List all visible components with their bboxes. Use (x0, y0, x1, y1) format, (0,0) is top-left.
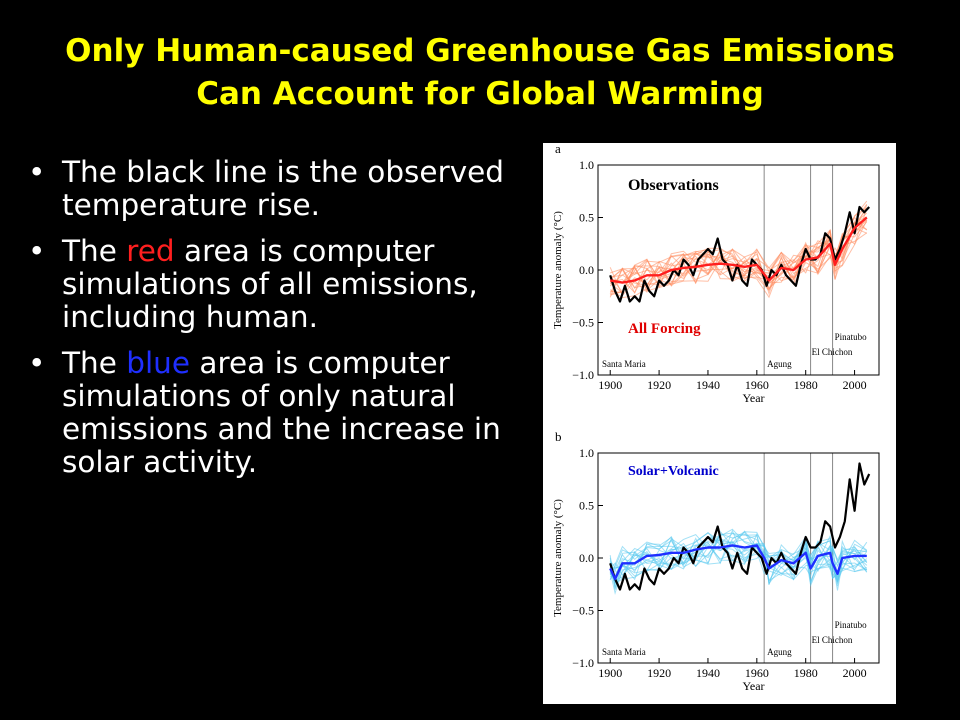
x-tick-label: 1900 (598, 378, 622, 392)
slide-title-line2: Can Account for Global Warming (196, 76, 764, 112)
ensemble-line (609, 216, 868, 287)
y-tick-label: 0.5 (579, 499, 594, 513)
bullet-dot-icon: • (28, 346, 46, 380)
x-tick-label: 1980 (794, 666, 818, 680)
observed-line (609, 205, 871, 303)
x-tick-label: 1920 (647, 378, 671, 392)
ensemble-line (609, 529, 867, 589)
bullet-highlight-blue: blue (126, 346, 191, 380)
chart-title: Observations (628, 177, 719, 194)
bullet-dot-icon: • (28, 234, 46, 268)
y-tick-label: −0.5 (572, 604, 594, 618)
x-tick-label: 1940 (696, 378, 720, 392)
x-axis-label: Year (742, 679, 764, 693)
panel-a: a 1900 1920 1940 1960 1980 2000 1.0 0.5 0.0 −0.5 −1… (552, 143, 880, 405)
x-axis-label: Year (742, 391, 764, 405)
x-tick-label: 1960 (745, 378, 769, 392)
chart-annotation: Solar+Volcanic (628, 464, 719, 479)
eruption-label: Santa Maria (602, 647, 646, 657)
bullet-item-red: • The red area is computer simulations o… (28, 235, 508, 334)
y-tick-label: −0.5 (572, 316, 594, 330)
model-mean-line (609, 544, 867, 581)
x-tick-label: 1960 (745, 666, 769, 680)
bullet-text: The black line is the observed temperatu… (62, 155, 505, 222)
y-axis-label: Temperature anomaly (°C) (552, 211, 564, 329)
ensemble-line (610, 532, 867, 588)
figure-svg: a 1900 1920 1940 1960 1980 2000 1.0 0.5 0.0 −0.5 −1… (552, 143, 880, 693)
eruption-label: El Chichon (812, 635, 853, 645)
eruption-label: Pinatubo (835, 620, 868, 630)
x-tick-label: 2000 (843, 666, 867, 680)
bullet-dot-icon: • (28, 155, 46, 189)
y-tick-label: 0.5 (579, 211, 594, 225)
figure-panel: a 1900 1920 1940 1960 1980 2000 1.0 0.5 0.0 −0.5 −1… (543, 143, 896, 704)
eruption-label: Pinatubo (835, 332, 868, 342)
x-tick-label: 1920 (647, 666, 671, 680)
panel-letter: a (555, 143, 561, 156)
panel-b: b 1900 1920 1940 1960 1980 2000 1.0 0.5 0.0 −0.5 −1… (552, 429, 880, 693)
x-tick-label: 2000 (843, 378, 867, 392)
slide-title: Only Human-caused Greenhouse Gas Emissio… (0, 30, 960, 116)
x-tick-label: 1980 (794, 378, 818, 392)
y-tick-label: 1.0 (579, 446, 594, 460)
bullet-text-end: area is computer simulations of only nat… (62, 346, 501, 479)
ensemble-line (609, 219, 867, 299)
eruption-label: El Chichon (812, 347, 853, 357)
ensemble-line (609, 209, 868, 295)
y-tick-label: −1.0 (572, 368, 594, 382)
bullet-highlight-red: red (126, 234, 175, 268)
bullet-item-observed: • The black line is the observed tempera… (28, 156, 508, 222)
chart-annotation: All Forcing (628, 321, 701, 337)
ensemble-line (610, 219, 868, 292)
eruption-label: Agung (767, 359, 792, 369)
panel-letter: b (555, 429, 562, 444)
model-mean-line (609, 216, 868, 284)
eruption-label: Santa Maria (602, 359, 646, 369)
y-tick-label: 1.0 (579, 158, 594, 172)
y-axis-label: Temperature anomaly (°C) (552, 499, 564, 617)
bullet-item-blue: • The blue area is computer simulations … (28, 347, 508, 479)
eruption-label: Agung (767, 647, 792, 657)
observed-line (609, 462, 871, 591)
x-tick-label: 1900 (598, 666, 622, 680)
x-tick-label: 1940 (696, 666, 720, 680)
bullet-text-start: The (62, 234, 127, 268)
y-tick-label: 0.0 (579, 263, 594, 277)
ensemble-line (610, 208, 868, 287)
y-tick-label: −1.0 (572, 656, 594, 670)
y-tick-label: 0.0 (579, 551, 594, 565)
slide-title-line1: Only Human-caused Greenhouse Gas Emissio… (65, 33, 895, 69)
bullet-list: • The black line is the observed tempera… (28, 156, 508, 492)
bullet-text-end: area is computer simulations of all emis… (62, 234, 478, 334)
bullet-text-start: The (62, 346, 127, 380)
ensemble-line (610, 200, 868, 295)
